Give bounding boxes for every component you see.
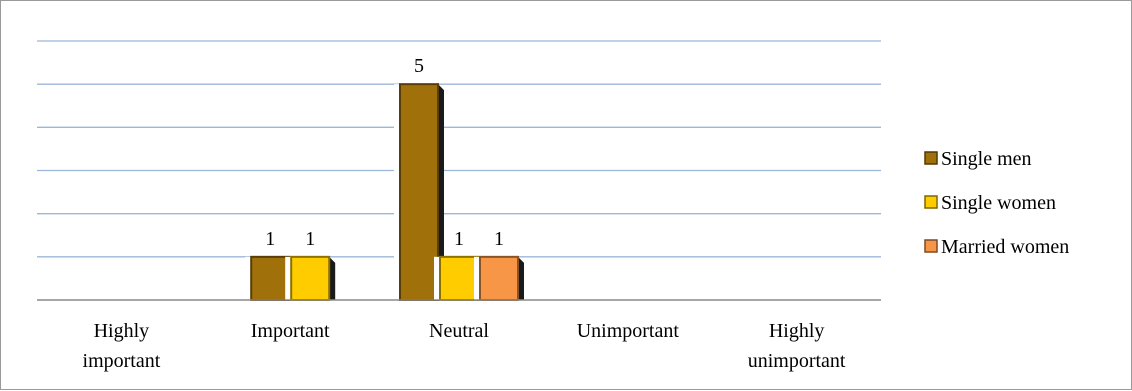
legend-item: Single women [924, 192, 1056, 214]
legend-item: Married women [924, 236, 1069, 258]
bar-single-women [290, 255, 331, 301]
legend-label: Married women [941, 236, 1069, 258]
x-tick-label: Neutral [429, 320, 489, 342]
legend-item: Single men [924, 148, 1032, 170]
data-labels-group: 1 1 5 1 1 [265, 55, 504, 250]
legend: Single men Single women Married women [924, 148, 1069, 258]
legend-swatch [924, 195, 938, 209]
bar-single-men [399, 83, 439, 301]
bars-group [245, 83, 524, 301]
bar-bevel [293, 259, 327, 298]
data-label: 5 [414, 55, 424, 77]
x-tick-label: Unimportant [577, 320, 680, 342]
bar-side [518, 256, 524, 300]
x-tick-label: Highly important [83, 320, 161, 372]
data-label: 1 [265, 228, 275, 250]
data-label: 1 [454, 228, 464, 250]
legend-label: Single men [941, 148, 1032, 170]
bar-single-women [439, 255, 479, 301]
bar-married-women [479, 255, 519, 301]
bar-bevel [482, 259, 516, 298]
bar-side [438, 84, 444, 301]
bar-single-men [250, 255, 291, 301]
legend-swatch [924, 151, 938, 165]
data-label: 1 [494, 228, 504, 250]
x-tick-label: Important [251, 320, 330, 342]
bar-side [329, 256, 336, 300]
legend-label: Single women [941, 192, 1056, 214]
x-tick-label: Highly unimportant [748, 320, 846, 372]
legend-swatch [924, 239, 938, 253]
bar-bevel [402, 86, 436, 298]
data-label: 1 [305, 228, 315, 250]
